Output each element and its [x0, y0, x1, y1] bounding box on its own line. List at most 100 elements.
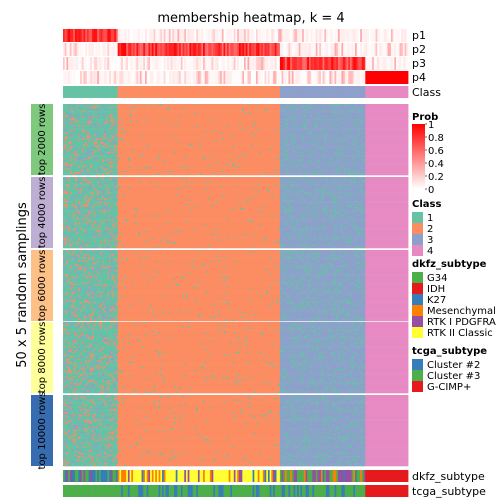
membership-cell: [334, 250, 339, 252]
prob-cell: [322, 71, 325, 84]
membership-cell: [115, 166, 129, 169]
membership-cell: [109, 157, 112, 160]
membership-cell: [291, 140, 296, 143]
membership-cell: [81, 125, 84, 128]
class-cell: [278, 86, 281, 98]
membership-cell: [218, 239, 221, 242]
membership-cell: [327, 188, 330, 191]
membership-cell: [279, 104, 288, 106]
membership-cell: [165, 160, 281, 163]
membership-cell: [302, 123, 305, 126]
membership-cell: [267, 188, 281, 191]
prob-cell: [122, 43, 125, 56]
membership-cell: [86, 206, 90, 209]
prob-cell: [372, 29, 375, 42]
class-cell: [180, 86, 183, 98]
membership-cell: [88, 119, 107, 122]
membership-cell: [324, 173, 346, 176]
prob-cell: [182, 29, 185, 42]
membership-cell: [80, 203, 84, 206]
prob-cell: [331, 71, 334, 84]
prob-cell: [327, 57, 330, 70]
membership-cell: [64, 145, 67, 147]
membership-cell: [363, 145, 366, 147]
membership-cell: [358, 106, 366, 109]
membership-cell: [64, 115, 69, 118]
membership-cell: [358, 201, 366, 203]
membership-cell: [343, 265, 346, 268]
membership-cell: [365, 162, 409, 164]
membership-cell: [286, 219, 289, 222]
class-cell: [74, 86, 78, 98]
membership-cell: [110, 166, 113, 169]
membership-cell: [64, 264, 72, 266]
membership-cell: [317, 108, 320, 110]
membership-cell: [93, 157, 96, 160]
membership-cell: [315, 118, 318, 120]
membership-cell: [114, 243, 117, 246]
membership-cell: [85, 251, 93, 254]
membership-cell: [295, 257, 300, 259]
membership-cell: [86, 156, 90, 159]
membership-cell: [339, 122, 344, 125]
membership-cell: [319, 159, 329, 162]
membership-cell: [355, 203, 359, 206]
membership-cell: [110, 188, 113, 191]
membership-cell: [329, 211, 332, 213]
membership-cell: [74, 155, 78, 157]
membership-cell: [74, 159, 78, 162]
prob-cell: [279, 57, 283, 70]
membership-cell: [76, 222, 79, 225]
membership-cell: [124, 219, 129, 222]
membership-cell: [105, 132, 110, 135]
membership-cell: [327, 212, 337, 215]
membership-cell: [105, 122, 110, 125]
membership-cell: [351, 108, 361, 110]
membership-cell: [103, 122, 107, 125]
prob-cell: [184, 43, 187, 56]
membership-cell: [63, 181, 78, 183]
membership-cell: [254, 251, 281, 254]
membership-cell: [360, 173, 363, 176]
membership-cell: [117, 251, 136, 254]
membership-cell: [114, 258, 117, 261]
membership-cell: [288, 232, 293, 235]
membership-cell: [63, 258, 66, 261]
membership-cell: [322, 178, 327, 181]
membership-cell: [73, 196, 86, 199]
membership-cell: [279, 221, 293, 223]
prob-cell: [285, 57, 288, 70]
membership-cell: [174, 242, 177, 245]
membership-cell: [136, 208, 233, 210]
membership-cell: [78, 209, 95, 212]
membership-cell: [90, 118, 112, 120]
membership-cell: [86, 233, 90, 236]
membership-cell: [336, 257, 341, 259]
class-cell: [247, 86, 250, 98]
membership-cell: [175, 242, 281, 245]
membership-cell: [336, 160, 339, 163]
membership-cell: [310, 160, 317, 163]
membership-cell: [279, 235, 284, 237]
membership-cell: [95, 188, 108, 191]
prob-cell: [238, 57, 242, 70]
membership-cell: [90, 257, 93, 259]
membership-cell: [298, 221, 306, 223]
membership-cell: [290, 238, 305, 240]
membership-cell: [286, 264, 294, 266]
membership-cell: [109, 195, 112, 198]
membership-cell: [63, 135, 71, 137]
membership-cell: [365, 189, 409, 192]
membership-cell: [93, 206, 103, 209]
membership-cell: [331, 216, 335, 219]
membership-cell: [66, 238, 69, 240]
class-cell: [307, 86, 310, 98]
membership-cell: [295, 119, 298, 122]
membership-cell: [177, 123, 240, 126]
membership-cell: [69, 170, 72, 173]
membership-cell: [102, 155, 117, 157]
membership-cell: [95, 179, 98, 182]
prob-cell: [155, 71, 158, 84]
membership-cell: [315, 184, 318, 186]
membership-cell: [68, 252, 71, 255]
